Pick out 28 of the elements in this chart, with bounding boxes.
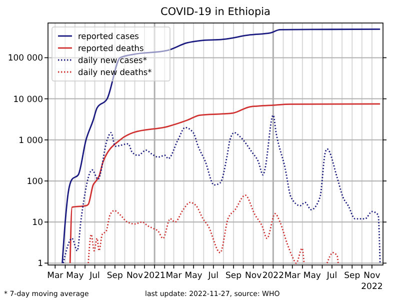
x-tick-label: Sep [226, 271, 242, 281]
y-tick-label: 1 000 [18, 136, 43, 146]
legend-label: daily new cases* [78, 55, 147, 65]
x-tick-label: Jul [88, 271, 100, 281]
x-tick-label: Mar [166, 271, 182, 281]
x-tick-label: 2022 [262, 271, 284, 281]
x-tick-label: Mar [284, 271, 301, 281]
x-tick-label: 2021 [144, 271, 166, 281]
x-tick-label: Jul [207, 271, 219, 281]
x-tick-label: May [184, 271, 202, 281]
x-tick-label: Sep [344, 271, 360, 281]
x-tick-label: Nov [245, 271, 262, 281]
x-tick-label: Nov [126, 271, 144, 281]
y-tick-label: 10 000 [13, 94, 43, 105]
x-tick-label: Jul [326, 271, 338, 281]
legend-label: daily new deaths* [78, 67, 152, 77]
x-tick-label: May [66, 271, 84, 281]
chart-title: COVID-19 in Ethiopia [160, 6, 270, 18]
y-tick-label: 10 [32, 218, 43, 228]
x-tick-label: Sep [106, 271, 123, 281]
y-tick-label: 1 [38, 259, 43, 270]
x-tick-label: Nov 2022 [361, 271, 383, 292]
x-tick-label: May [303, 271, 321, 281]
y-tick-label: 100 000 [8, 54, 43, 64]
x-tick-label: Mar [47, 271, 64, 281]
legend-label: reported deaths [78, 43, 144, 53]
legend-label: reported cases [78, 31, 139, 41]
y-tick-label: 100 [26, 176, 43, 187]
